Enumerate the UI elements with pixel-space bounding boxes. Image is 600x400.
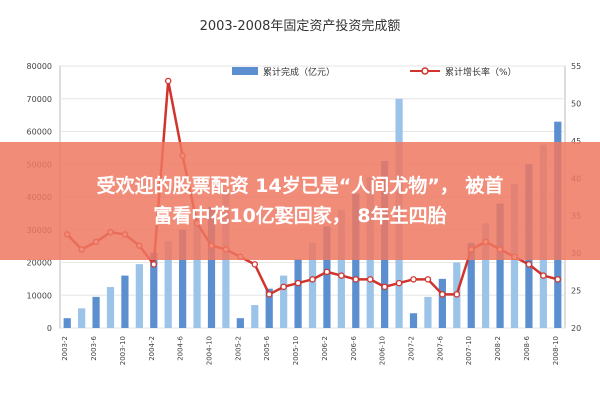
x-tick-label: 2006-10 (379, 336, 387, 365)
line-point (424, 276, 432, 283)
x-tick-label: 2005-6 (263, 335, 271, 360)
banner-line-1: 受欢迎的股票配资 14岁已是“人间尤物”， 被首 (96, 175, 504, 197)
legend-bar-label: 累计完成（亿元） (263, 66, 335, 78)
x-tick-label: 2007-2 (408, 336, 416, 361)
x-tick-label: 2006-2 (321, 336, 329, 361)
line-point (309, 276, 316, 283)
chart-title: 2003-2008年固定资产投资完成额 (200, 18, 401, 34)
line-point (338, 272, 345, 279)
x-tick-label: 2008-2 (494, 336, 502, 361)
legend-bar-swatch (232, 67, 258, 75)
line-point (554, 276, 562, 283)
bar (106, 287, 115, 328)
x-tick-label: 2005-10 (292, 336, 300, 365)
bar (150, 252, 158, 328)
x-tick-label: 2007-10 (465, 336, 473, 365)
bar (352, 193, 360, 328)
overlay-banner[interactable]: 受欢迎的股票配资 14岁已是“人间尤物”， 被首 富看中花10亿娶回家， 8年生… (0, 142, 600, 260)
bar (337, 210, 345, 328)
line-point (352, 276, 360, 283)
left-tick-label: 10000 (27, 291, 52, 300)
x-tick-label: 2003-2 (61, 336, 69, 361)
bar (294, 259, 302, 328)
left-tick-label: 20000 (27, 259, 52, 268)
bar (280, 275, 288, 328)
left-tick-label: 70000 (27, 95, 52, 104)
x-tick-label: 2004-2 (148, 336, 156, 361)
legend-line-marker (421, 67, 429, 75)
right-tick-label: 55 (571, 62, 581, 71)
x-tick-label: 2005-2 (234, 336, 242, 361)
line-point (366, 276, 374, 283)
x-tick-label: 2004-10 (206, 336, 214, 365)
bar (496, 203, 504, 328)
bar (78, 308, 86, 328)
bar (424, 296, 432, 328)
x-tick-label: 2004-6 (177, 335, 185, 360)
bar (251, 305, 259, 328)
right-tick-label: 50 (571, 99, 581, 108)
line-point (525, 261, 533, 268)
line-point (453, 291, 461, 298)
bar (63, 318, 71, 328)
bar (323, 226, 331, 328)
line-point (439, 291, 446, 298)
bar (135, 264, 143, 328)
line-point (294, 279, 302, 287)
x-tick-label: 2007-6 (436, 335, 444, 360)
line-point (410, 276, 417, 283)
line-point (280, 283, 287, 291)
left-tick-label: 80000 (27, 62, 52, 71)
x-tick-label: 2008-10 (552, 336, 560, 365)
line-point (323, 268, 331, 276)
right-tick-label: 45 (571, 137, 581, 146)
bar (121, 275, 129, 328)
right-tick-label: 25 (571, 287, 581, 296)
x-axis-ticks: 2003-2 2003-6 2003-10 2004-2 2004-6 2004-10 20… (61, 335, 560, 365)
left-tick-label: 60000 (27, 128, 52, 137)
bar (207, 206, 216, 328)
x-tick-label: 2006-6 (350, 335, 358, 360)
legend-line-label: 累计增长率（%） (445, 66, 517, 78)
line-point (251, 261, 259, 268)
bar (467, 242, 475, 328)
bar (179, 229, 187, 328)
right-tick-label: 20 (571, 324, 581, 333)
bar (265, 288, 273, 328)
bar (438, 278, 446, 328)
line-point (164, 77, 172, 85)
line-point (150, 261, 158, 268)
bar (482, 223, 490, 328)
line-point (381, 283, 388, 291)
banner-line-2: 富看中花10亿娶回家， 8年生四胎 (153, 205, 447, 227)
bar (92, 296, 100, 328)
line-point (540, 272, 547, 279)
x-tick-label: 2003-6 (90, 335, 98, 360)
bar (409, 313, 418, 328)
left-tick-label: 0 (47, 324, 52, 333)
bar (236, 318, 244, 328)
bar (164, 241, 172, 328)
line-point (265, 291, 273, 298)
x-tick-label: 2008-6 (523, 335, 531, 360)
bar (193, 218, 201, 328)
legend: 累计完成（亿元） 累计增长率（%） (232, 66, 517, 78)
line-point (395, 279, 403, 287)
bar (308, 242, 317, 328)
x-tick-label: 2003-10 (119, 336, 127, 365)
